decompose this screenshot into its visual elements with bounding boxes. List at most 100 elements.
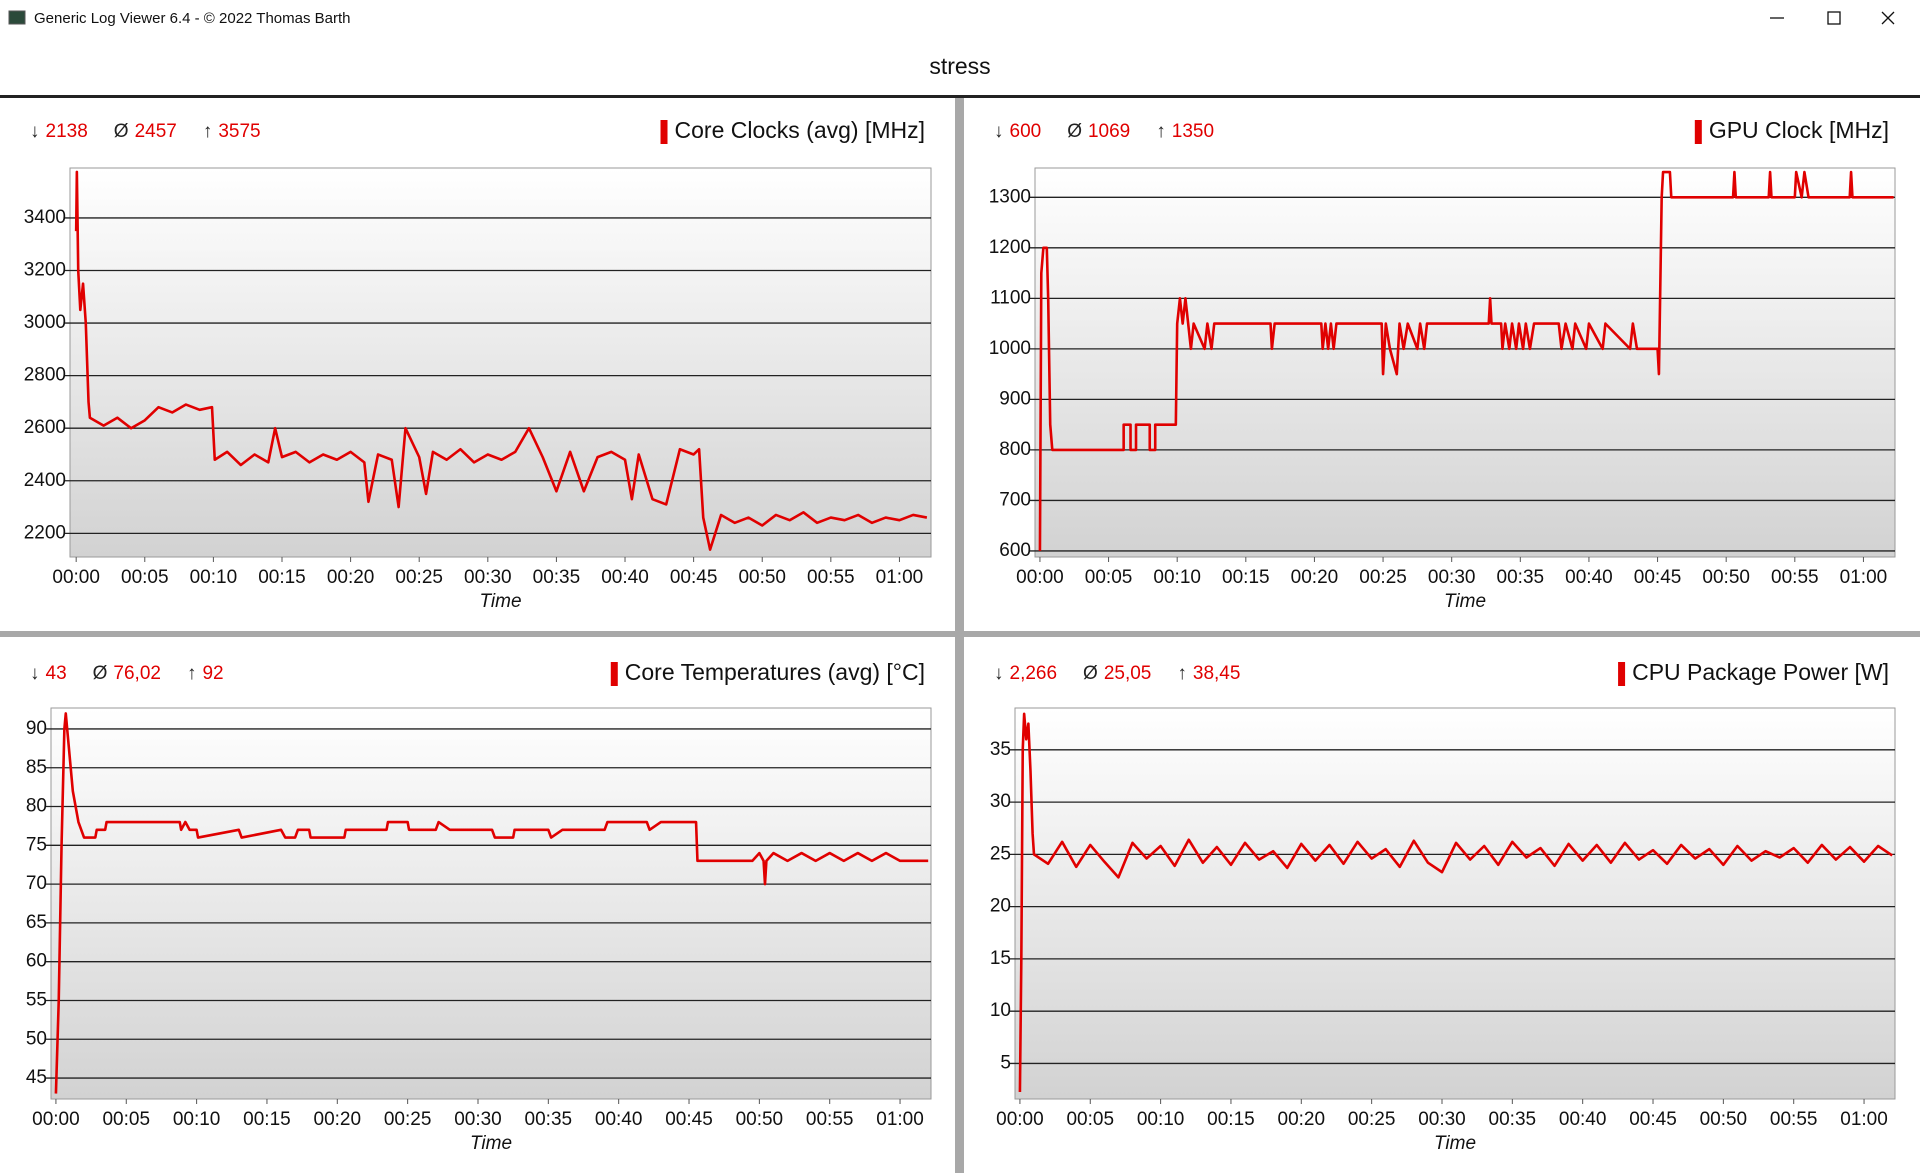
data-line xyxy=(1018,712,1893,1093)
y-tick-label: 900 xyxy=(999,388,1031,409)
stat-symbol: Ø xyxy=(93,663,108,684)
x-tick-label: 00:45 xyxy=(1629,1109,1677,1130)
x-tick-label: 00:40 xyxy=(1559,1109,1607,1130)
chart: ↓ 43 Ø 76,02 ↑ 92 Core Temperatures (avg) [°C]… xyxy=(26,659,932,1154)
x-tick-label: 00:25 xyxy=(1348,1109,1396,1130)
stat-symbol: Ø xyxy=(1083,663,1098,684)
y-tick-label: 800 xyxy=(999,439,1031,460)
y-tick-label: 85 xyxy=(26,757,47,778)
title-bar-icons xyxy=(8,10,1895,25)
y-tick-label: 60 xyxy=(26,951,47,972)
y-tick-label: 3200 xyxy=(24,260,66,281)
x-tick-label: 00:25 xyxy=(395,567,443,588)
x-tick-label: 00:15 xyxy=(1222,567,1270,588)
y-tick-label: 2600 xyxy=(24,417,66,438)
x-tick-label: 00:30 xyxy=(1418,1109,1466,1130)
x-tick-label: 00:55 xyxy=(806,1109,854,1130)
y-tick-label: 10 xyxy=(990,1000,1011,1021)
stat-symbol: ↓ xyxy=(30,121,40,142)
stat-symbol: ↓ xyxy=(994,121,1004,142)
y-tick-label: 1000 xyxy=(989,338,1031,359)
stat-symbol: ↓ xyxy=(994,663,1004,684)
x-tick-label: 00:25 xyxy=(384,1109,432,1130)
data-line xyxy=(74,170,928,551)
y-tick-label: 1200 xyxy=(989,237,1031,258)
y-tick-label: 30 xyxy=(990,791,1011,812)
x-tick-label: 00:05 xyxy=(121,567,169,588)
legend-label: GPU Clock [MHz] xyxy=(1709,117,1889,143)
x-tick-label: 00:35 xyxy=(1497,567,1545,588)
x-tick-label: 00:35 xyxy=(1489,1109,1537,1130)
x-tick-label: 00:50 xyxy=(736,1109,784,1130)
x-tick-label: 00:00 xyxy=(1016,567,1064,588)
app-icon xyxy=(8,10,26,25)
x-tick-label: 00:40 xyxy=(595,1109,643,1130)
data-line xyxy=(54,712,929,1094)
x-tick-label: 00:35 xyxy=(525,1109,573,1130)
stat-value: 43 xyxy=(46,663,67,684)
plot-area xyxy=(69,167,932,558)
x-tick-label: 00:40 xyxy=(601,567,649,588)
x-axis-label: Time xyxy=(1434,1133,1476,1154)
x-tick-label: 00:05 xyxy=(102,1109,150,1130)
y-tick-label: 3400 xyxy=(24,207,66,228)
y-tick-label: 70 xyxy=(26,873,47,894)
chart: ↓ 2138 Ø 2457 ↑ 3575 Core Clocks (avg) [MHz] 22… xyxy=(24,117,932,612)
chart: ↓ 600 Ø 1069 ↑ 1350 GPU Clock [MHz] 600 700 800 90… xyxy=(989,117,1896,612)
y-tick-label: 65 xyxy=(26,912,47,933)
window-title: Generic Log Viewer 6.4 - © 2022 Thomas B… xyxy=(34,10,351,27)
x-tick-label: 01:00 xyxy=(876,567,924,588)
data-line xyxy=(1038,170,1894,551)
stat-value: 25,05 xyxy=(1104,663,1152,684)
x-tick-label: 00:10 xyxy=(1153,567,1201,588)
maximize-button[interactable] xyxy=(1827,11,1841,25)
chart: ↓ 2,266 Ø 25,05 ↑ 38,45 CPU Package Power [W] 5… xyxy=(990,659,1896,1154)
stat-value: 2,266 xyxy=(1010,663,1058,684)
title-bar: Generic Log Viewer 6.4 - © 2022 Thomas B… xyxy=(0,0,1920,38)
stat-symbol: Ø xyxy=(114,121,129,142)
y-tick-label: 2400 xyxy=(24,470,66,491)
stat-value: 1069 xyxy=(1088,121,1130,142)
stat-value: 600 xyxy=(1010,121,1042,142)
chart-panel: ↓ 600 Ø 1069 ↑ 1350 GPU Clock [MHz] 600 700 800 90… xyxy=(964,98,1920,631)
y-tick-label: 55 xyxy=(26,989,47,1010)
x-axis-label: Time xyxy=(470,1133,512,1154)
y-tick-label: 15 xyxy=(990,948,1011,969)
x-axis-label: Time xyxy=(1444,591,1486,612)
y-tick-label: 80 xyxy=(26,796,47,817)
x-tick-label: 00:25 xyxy=(1359,567,1407,588)
x-tick-label: 00:45 xyxy=(670,567,718,588)
x-tick-label: 00:30 xyxy=(454,1109,502,1130)
x-tick-label: 00:40 xyxy=(1565,567,1613,588)
x-tick-label: 00:55 xyxy=(1771,567,1819,588)
x-tick-label: 00:05 xyxy=(1085,567,1133,588)
plot-area xyxy=(1014,707,1896,1100)
y-tick-label: 1300 xyxy=(989,186,1031,207)
stat-value: 2457 xyxy=(135,121,177,142)
y-tick-label: 2200 xyxy=(24,522,66,543)
y-tick-label: 50 xyxy=(26,1028,47,1049)
x-tick-label: 00:30 xyxy=(464,567,512,588)
x-tick-label: 00:20 xyxy=(1278,1109,1326,1130)
y-tick-label: 20 xyxy=(990,896,1011,917)
x-tick-label: 00:45 xyxy=(665,1109,713,1130)
x-tick-label: 00:50 xyxy=(1702,567,1750,588)
stat-value: 3575 xyxy=(218,121,260,142)
x-tick-label: 01:00 xyxy=(1840,1109,1888,1130)
stat-symbol: ↓ xyxy=(30,663,40,684)
x-tick-label: 00:15 xyxy=(1207,1109,1255,1130)
close-button[interactable] xyxy=(1881,11,1895,25)
x-tick-label: 00:15 xyxy=(243,1109,291,1130)
stat-symbol: ↑ xyxy=(187,663,197,684)
x-tick-label: 01:00 xyxy=(1840,567,1888,588)
y-tick-label: 45 xyxy=(26,1067,47,1088)
legend-swatch xyxy=(1694,120,1702,144)
y-tick-label: 2800 xyxy=(24,365,66,386)
legend-swatch xyxy=(1618,662,1626,686)
y-tick-label: 35 xyxy=(990,739,1011,760)
x-tick-label: 00:05 xyxy=(1066,1109,1114,1130)
legend-swatch xyxy=(610,662,618,686)
y-tick-label: 5 xyxy=(1000,1052,1011,1073)
x-tick-label: 00:35 xyxy=(533,567,581,588)
